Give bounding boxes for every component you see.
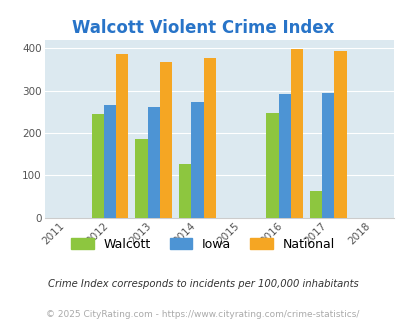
Bar bbox=[322, 93, 334, 218]
Bar bbox=[135, 139, 147, 218]
Text: Crime Index corresponds to incidents per 100,000 inhabitants: Crime Index corresponds to incidents per… bbox=[47, 279, 358, 289]
Bar bbox=[147, 108, 160, 218]
Text: © 2025 CityRating.com - https://www.cityrating.com/crime-statistics/: © 2025 CityRating.com - https://www.city… bbox=[46, 310, 359, 319]
Bar bbox=[104, 105, 116, 218]
Bar bbox=[278, 94, 290, 218]
Legend: Walcott, Iowa, National: Walcott, Iowa, National bbox=[71, 238, 334, 251]
Bar bbox=[266, 113, 278, 218]
Bar bbox=[160, 62, 172, 218]
Bar bbox=[116, 54, 128, 218]
Text: Walcott Violent Crime Index: Walcott Violent Crime Index bbox=[72, 19, 333, 37]
Bar bbox=[309, 191, 322, 218]
Bar bbox=[290, 50, 302, 218]
Bar bbox=[203, 58, 215, 218]
Bar bbox=[334, 51, 346, 218]
Bar bbox=[92, 114, 104, 218]
Bar bbox=[179, 164, 191, 218]
Bar bbox=[191, 102, 203, 218]
